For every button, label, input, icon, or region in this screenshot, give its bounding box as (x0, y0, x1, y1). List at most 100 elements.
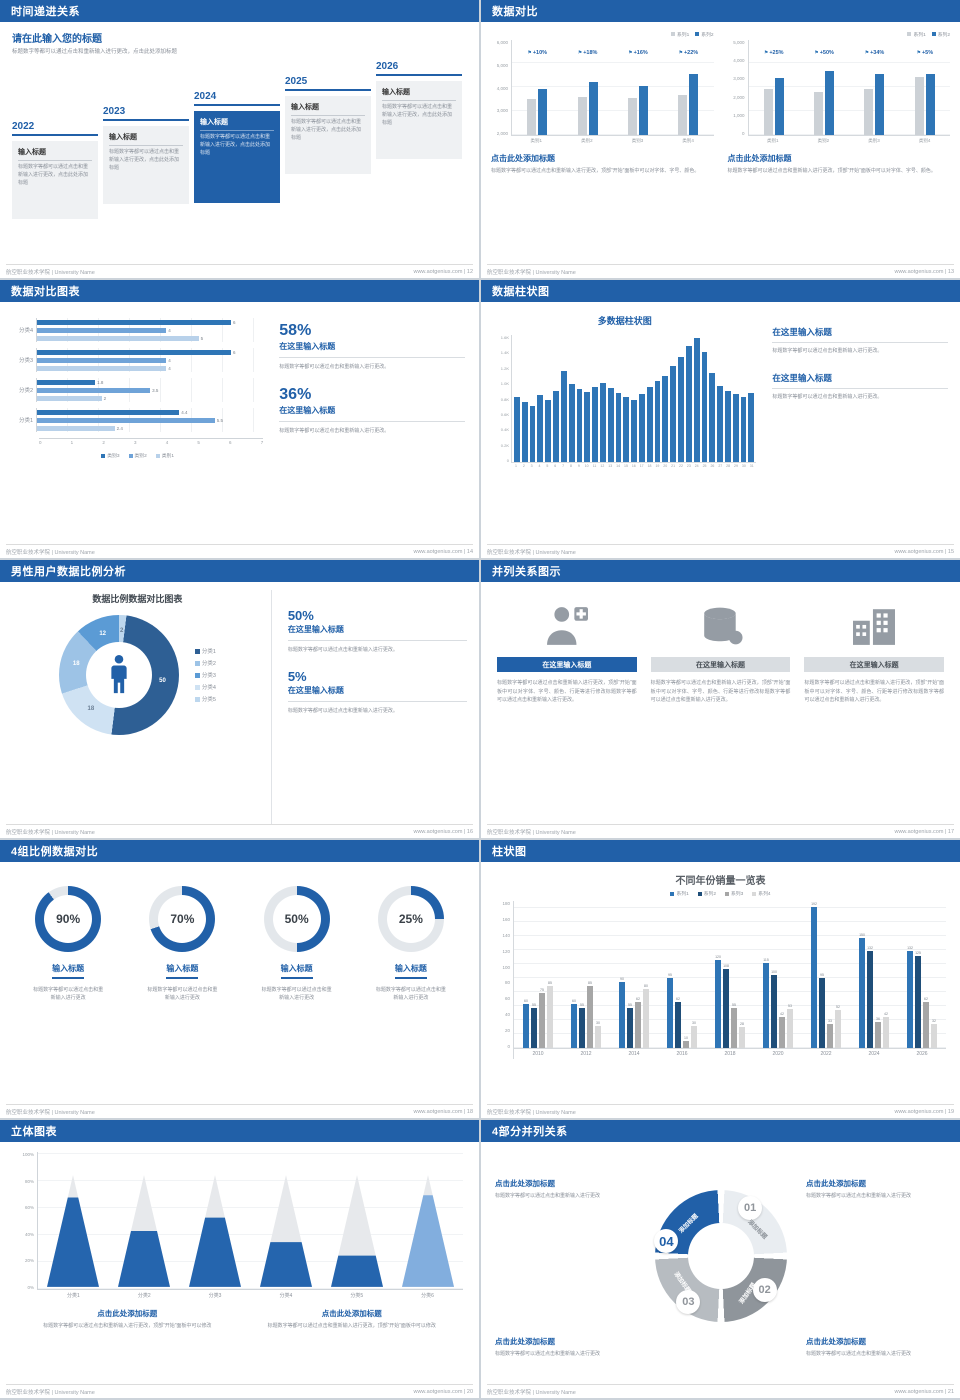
x-tick-label: 21 (671, 464, 676, 468)
plot-area (511, 335, 757, 463)
bar-group: ⚑ +16% (613, 40, 663, 135)
slide-body: 90% 输入标题 标题数字等都可以通过点击和重新输入进行更改 70% 输入标题 标题数字等… (0, 862, 479, 1104)
slide-comparison-bar-chart[interactable]: 数据对比图表 分类4 6 4 5 分类3 6 4 4 分类2 1.8 3.5 2 分类1 4.4 5.5 2.… (0, 280, 479, 558)
ring-title: 输入标题 (280, 963, 313, 979)
slide-header-title: 数据对比 (492, 6, 538, 18)
slide-column-chart[interactable]: 数据柱状图 多数据柱状图 1.6K 1.4K 1.2K 1.0K 0.8K 0.6K 0.4… (481, 280, 960, 558)
bars (527, 59, 548, 135)
segment-number: 01 (738, 1196, 763, 1221)
bar-group: 分类4 6 4 5 (12, 318, 264, 342)
y-tick-label: 3,000 (496, 108, 508, 114)
bars: 6 4 5 (36, 318, 264, 342)
x-tick-label: 2024 (868, 1051, 880, 1057)
ring-text: 标题数字等都可以通过点击和重新输入进行更改 (261, 987, 332, 1001)
value-label: 132 (867, 945, 873, 950)
legend-swatch (907, 32, 912, 36)
chart-legend: 分类1 分类2 分类3 分类4 分类5 (194, 647, 216, 703)
bar (907, 950, 913, 1048)
bar-cell: 95 (667, 901, 674, 1048)
bar-group: ⚑ +25% (749, 40, 799, 135)
y-tick-label: 4,000 (733, 58, 745, 64)
y-tick-label: 100 (502, 964, 510, 970)
value-label: 6 (232, 349, 236, 355)
x-tick-label: 28 (726, 464, 731, 468)
bar (717, 385, 723, 462)
bar-series1 (527, 98, 537, 135)
bar-series2 (588, 81, 598, 135)
plot-area: ⚑ +10% ⚑ +18% ⚑ +16% ⚑ +22% (511, 40, 714, 136)
legend-swatch (194, 648, 200, 654)
slide-parallel-relationship[interactable]: 并列关系图示 在这里输入标题 标题数字等都可以通过点击和重新输入进行更改，顶部“开… (481, 560, 960, 838)
column-title: 在这里输入标题 (650, 657, 791, 672)
donut-chart: 2 50 18 18 12 (58, 615, 179, 735)
timeline-item: 2026 输入标题 标题数字等都可以通过点击和重新输入进行更改，点击此处添加标题 (376, 61, 462, 160)
bar (545, 400, 552, 462)
slice-label: 18 (72, 661, 80, 668)
x-axis: 类别1 类别2 类别3 类别4 (748, 136, 951, 144)
slide-header-title: 数据对比图表 (11, 286, 80, 298)
timeline-item: 2025 输入标题 标题数字等都可以通过点击和重新输入进行更改，点击此处添加标题 (285, 76, 371, 175)
bar-line: 3.5 (37, 386, 263, 394)
column-title: 在这里输入标题 (497, 657, 637, 672)
slide-four-part-relationship[interactable]: 4部分并列关系 01 02 03 04 添加标题 添加标题 添加标题 添加标题 点击此处添加标… (481, 1120, 960, 1398)
value-label: 33 (828, 1018, 832, 1023)
value-label: 62 (636, 997, 640, 1002)
slide-data-comparison[interactable]: 数据对比 系列1 系列2 6,000 5,000 4,000 3,000 2,000 ⚑ +10… (481, 0, 960, 278)
timeline-item-text: 标题数字等都可以通过点击和重新输入进行更改，点击此处添加标题 (291, 119, 362, 141)
x-tick-label: 6 (229, 440, 232, 445)
bar (670, 365, 677, 462)
value-label: 4 (168, 357, 171, 363)
category-label: 分类2 (18, 388, 33, 394)
bar-series1 (914, 77, 924, 135)
percent-label: ⚑ +22% (678, 47, 698, 59)
x-tick-label: 类别2 (581, 138, 593, 143)
x-tick-label: 0 (39, 440, 42, 445)
bar-series2 (638, 85, 648, 135)
legend-swatch (670, 891, 675, 896)
y-tick-label: 0.8K (500, 396, 509, 402)
footer-university: 航空职业技术学院 | University Name (6, 269, 95, 276)
x-tick-label: 类别1 (767, 138, 779, 143)
slide-body: 系列1 系列2 6,000 5,000 4,000 3,000 2,000 ⚑ +10% ⚑ +18… (481, 22, 960, 264)
slide-grouped-bar-chart[interactable]: 柱状图 不同年份销量一览表 系列1 系列2 系列3 系列4 180 160 140 120 1… (481, 840, 960, 1118)
plot-area: 60 55 75 85 2010 60 55 85 30 2012 90 55 62 80 2014 95 62… (513, 901, 946, 1059)
bar (883, 1017, 889, 1048)
comparison-chart-left: 系列1 系列2 6,000 5,000 4,000 3,000 2,000 ⚑ +10% ⚑ +18… (491, 30, 714, 264)
segment-number: 02 (752, 1278, 777, 1303)
bar-cell: 90 (619, 901, 626, 1048)
block-heading: 点击此处添加标题 (727, 154, 792, 163)
bar (811, 906, 817, 1048)
y-tick-label: 1,000 (733, 112, 745, 118)
value-label: 125 (915, 951, 921, 956)
callout-bottom-left: 点击此处添加标题 标题数字等都可以通过点击和重新输入进行更改 (495, 1336, 635, 1358)
cone-shape (330, 1175, 383, 1287)
text-panel: 在这里输入标题 标题数字等都可以通过点击和重新输入进行更改。 在这里输入标题 标… (756, 310, 948, 544)
flag-icon: ⚑ (916, 50, 921, 56)
slide-male-ratio-analysis[interactable]: 男性用户数据比例分析 数据比例数据对比图表 2 50 18 18 12 分类1 分类2 分类… (0, 560, 479, 838)
x-tick-label: 2016 (676, 1051, 688, 1057)
slide-timeline[interactable]: 时间递进关系 请在此输入您的标题 标题数字等都可以通过点击和重新输入进行更改，点… (0, 0, 479, 278)
bar (37, 357, 167, 363)
bar-group: 分类3 6 4 4 (12, 348, 264, 372)
value-label: 5.5 (216, 417, 224, 423)
slide-ratio-rings[interactable]: 4组比例数据对比 90% 输入标题 标题数字等都可以通过点击和重新输入进行更改 70%… (0, 840, 479, 1118)
bar-line: 4 (37, 326, 263, 334)
caption-text: 标题数字等都可以通过点击和重新输入进行更改，顶部“开始”面板中可以修改 (43, 1323, 212, 1329)
value-label: 120 (715, 954, 721, 959)
timeline-item: 2023 输入标题 标题数字等都可以通过点击和重新输入进行更改，点击此处添加标题 (103, 106, 189, 205)
slide-cone-chart[interactable]: 立体图表 100% 80% 60% 40% 20% 0% 分类1 分类2 分类3 分类4 分类5 分… (0, 1120, 479, 1398)
percent-text: +34% (870, 50, 885, 56)
database-icon (651, 600, 791, 652)
legend-item: 系列1 (670, 890, 689, 897)
legend-swatch (194, 684, 200, 690)
slide-body: 分类4 6 4 5 分类3 6 4 4 分类2 1.8 3.5 2 分类1 4.4 5.5 2.4 0 1 2 3 4 5… (0, 302, 479, 544)
bar (531, 1007, 537, 1048)
divider (287, 640, 467, 641)
bar-line: 4 (37, 356, 263, 364)
caption-heading: 点击此处添加标题 (97, 1309, 158, 1318)
cone-item (392, 1152, 463, 1289)
ring-item: 25% 输入标题 标题数字等都可以通过点击和重新输入进行更改 (359, 886, 463, 1104)
timeline-box: 输入标题 标题数字等都可以通过点击和重新输入进行更改，点击此处添加标题 (12, 141, 98, 220)
x-tick-label: 2018 (724, 1051, 736, 1057)
x-tick-label: 1 (70, 440, 74, 445)
